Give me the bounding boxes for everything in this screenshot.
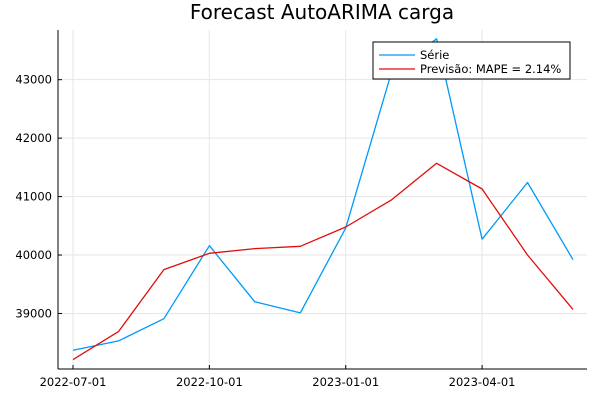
- x-tick-label: 2023-01-01: [312, 375, 379, 389]
- axes: [57, 30, 587, 370]
- x-tick-label: 2022-10-01: [176, 375, 243, 389]
- chart-title: Forecast AutoARIMA carga: [190, 0, 454, 24]
- grid: [58, 30, 587, 369]
- legend: Série Previsão: MAPE = 2.14%: [372, 41, 571, 80]
- tick-labels: 39000 40000 41000 42000 43000 2022-07-01 2022-…: [15, 73, 515, 389]
- series-line-previsao: [72, 162, 574, 361]
- x-tick-label: 2023-04-01: [449, 375, 516, 389]
- legend-box: [372, 41, 571, 80]
- y-tick-label: 41000: [15, 190, 52, 204]
- legend-label-previsao: Previsão: MAPE = 2.14%: [420, 62, 561, 76]
- y-tick-label: 39000: [15, 306, 52, 320]
- legend-label-serie: Série: [420, 48, 449, 62]
- y-tick-label: 42000: [15, 131, 52, 145]
- y-tick-label: 43000: [15, 73, 52, 87]
- x-tick-label: 2022-07-01: [40, 375, 107, 389]
- series: [72, 38, 574, 361]
- y-tick-label: 40000: [15, 248, 52, 262]
- series-line-serie: [72, 38, 574, 351]
